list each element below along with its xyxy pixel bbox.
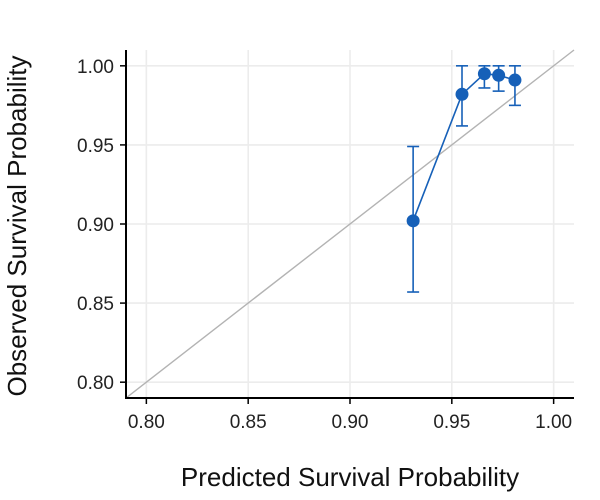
axes — [120, 50, 574, 404]
data-point — [508, 73, 522, 87]
data-point — [492, 68, 506, 82]
y-tick-labels: 0.80 0.85 0.90 0.95 1.00 — [77, 57, 114, 394]
y-tick-label: 0.80 — [77, 373, 114, 394]
x-tick-labels: 0.80 0.85 0.90 0.95 1.00 — [128, 412, 572, 433]
x-tick-label: 0.90 — [332, 412, 369, 433]
data-series — [406, 67, 522, 228]
y-axis-title: Observed Survival Probability — [2, 55, 32, 396]
y-tick-label: 0.90 — [77, 215, 114, 236]
x-axis-title: Predicted Survival Probability — [181, 462, 519, 492]
x-tick-label: 0.80 — [128, 412, 165, 433]
y-tick-label: 0.95 — [77, 136, 114, 157]
reference-line-group — [125, 49, 575, 399]
data-point — [455, 87, 469, 101]
data-point — [477, 67, 491, 81]
y-tick-label: 1.00 — [77, 57, 114, 78]
x-tick-label: 0.95 — [433, 412, 470, 433]
x-tick-label: 0.85 — [230, 412, 267, 433]
y-tick-label: 0.85 — [77, 294, 114, 315]
x-tick-label: 1.00 — [535, 412, 572, 433]
data-point — [406, 214, 420, 228]
reference-line — [125, 49, 575, 399]
